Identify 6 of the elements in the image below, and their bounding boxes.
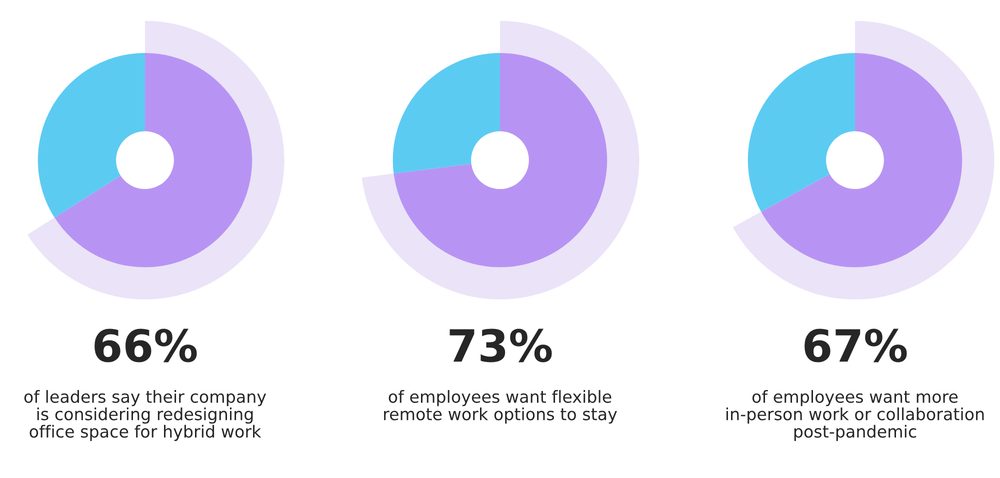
text: 73% [450,328,552,362]
text: 67% [804,328,907,362]
text: of employees want more in-person work or collaboration post-pandemic [726,390,984,441]
text: of leaders say their company is considering redesigning office space for hybrid work [24,390,266,441]
text: of employees want flexible remote work options to stay [384,390,617,424]
text: 66% [94,328,197,362]
